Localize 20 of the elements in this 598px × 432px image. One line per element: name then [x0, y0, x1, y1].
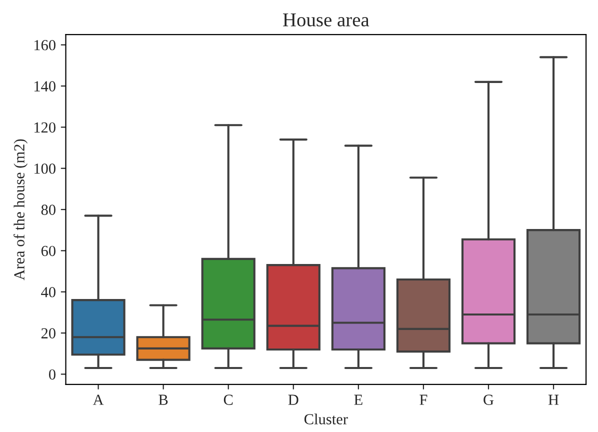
y-tick-label: 140 [34, 81, 56, 92]
y-tick-label: 100 [34, 163, 56, 174]
y-tick-label: 160 [34, 40, 56, 50]
x-tick-label: C [224, 394, 233, 405]
x-tick-label: A [92, 394, 104, 405]
y-tick-label: 40 [41, 286, 56, 298]
x-tick-label: D [288, 394, 298, 405]
chart-title: House area [283, 13, 370, 26]
x-axis-title: Cluster [304, 414, 348, 424]
x-tick-label: B [158, 394, 168, 405]
x-tick-label: F [420, 394, 428, 405]
y-tick-label: 80 [41, 204, 56, 215]
y-axis-title: Area of the house (m2) [14, 139, 28, 280]
y-tick-label: 20 [41, 328, 56, 338]
y-tick-label: 60 [41, 246, 56, 256]
x-tick-label: G [484, 394, 494, 405]
y-tick-label: 120 [34, 122, 56, 133]
x-tick-label: E [354, 394, 362, 405]
y-tick-label: 0 [49, 369, 56, 380]
x-tick-label: H [548, 394, 559, 405]
